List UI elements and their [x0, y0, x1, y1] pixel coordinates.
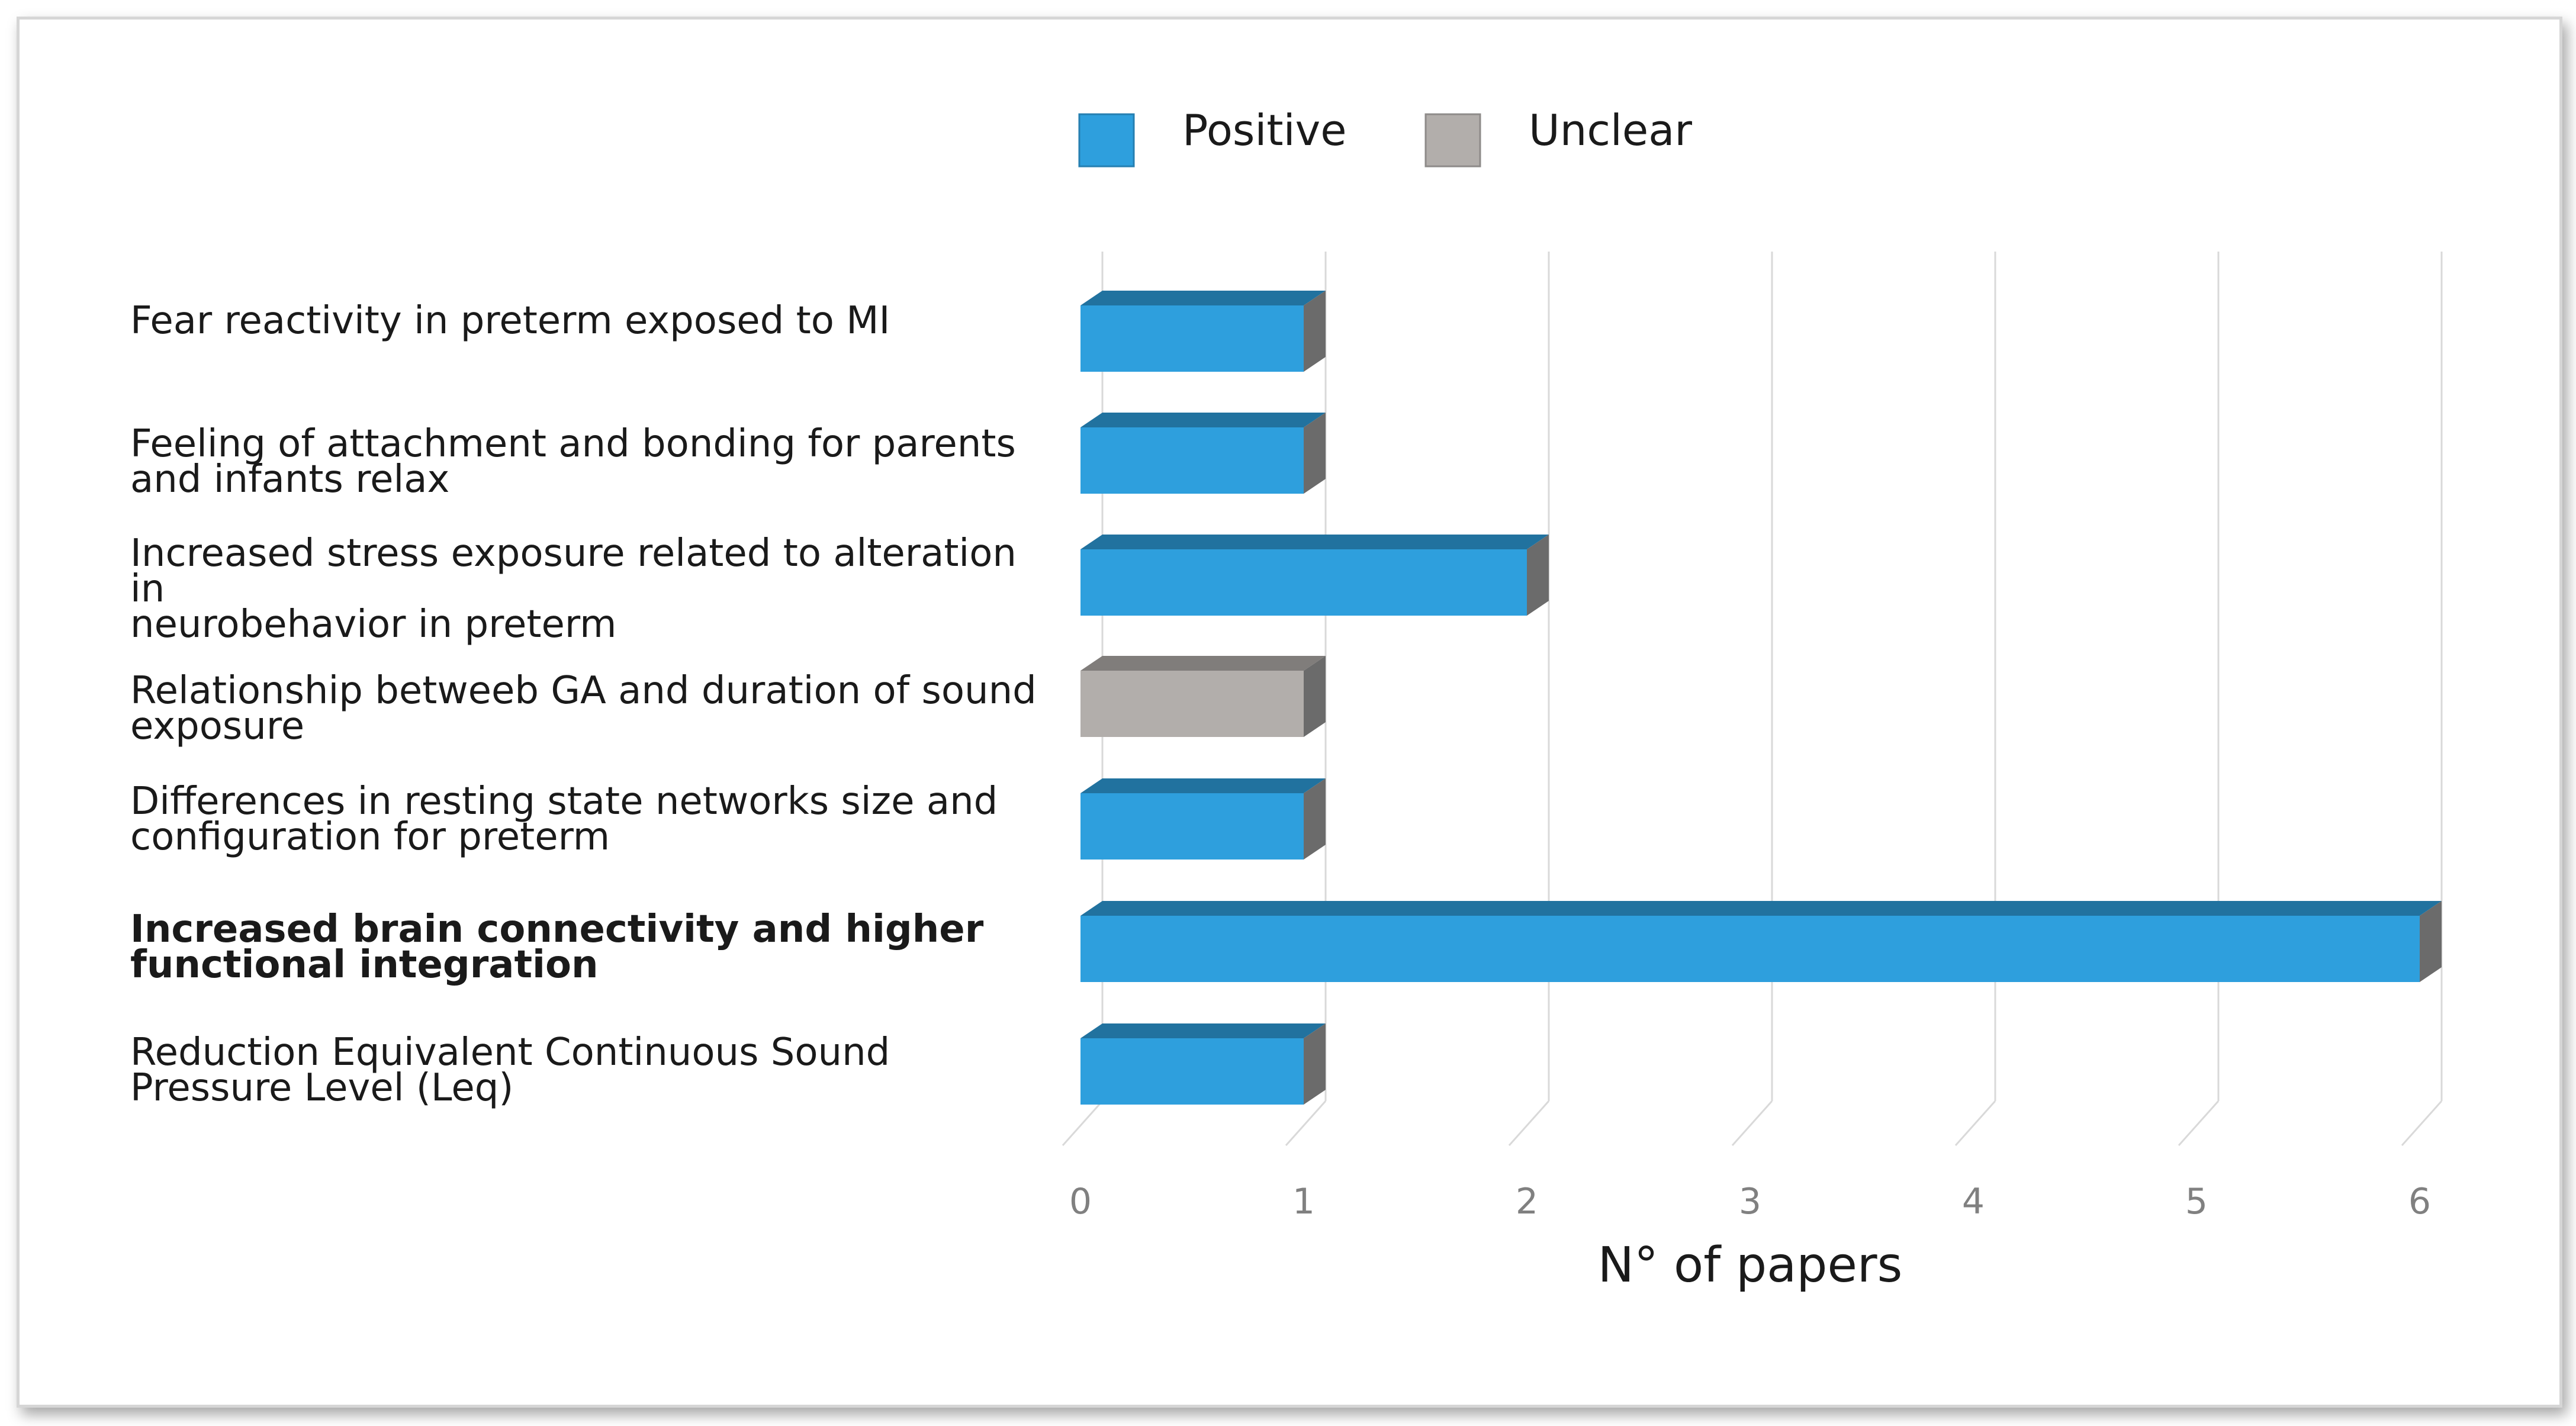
bar-front-face — [1080, 305, 1304, 372]
bar-front-face — [1080, 549, 1527, 616]
bar-top-face — [1080, 413, 1326, 427]
floor-line-0 — [1062, 1100, 1104, 1146]
bar — [1080, 901, 2442, 982]
floor-line-4 — [1954, 1100, 1996, 1146]
category-label: Feeling of attachment and bonding for pa… — [130, 422, 1016, 501]
bar-side-face — [1304, 1023, 1326, 1105]
x-tick-label: 1 — [1292, 1181, 1315, 1222]
floor-line-1 — [1285, 1100, 1327, 1146]
x-tick-label: 3 — [1739, 1181, 1761, 1222]
bar-top-face — [1080, 778, 1326, 793]
category-label: Differences in resting state networks si… — [130, 780, 998, 859]
floor-line-5 — [2178, 1100, 2220, 1146]
x-tick-label: 4 — [1962, 1181, 1985, 1222]
legend-label: Positive — [1182, 105, 1347, 155]
bar-front-face — [1080, 916, 2420, 982]
x-tick-label: 2 — [1516, 1181, 1538, 1222]
category-label: Relationship betweeb GA and duration of … — [130, 669, 1037, 748]
category-label: Reduction Equivalent Continuous Sound Pr… — [130, 1031, 890, 1110]
x-axis-title: N° of papers — [1598, 1237, 1903, 1293]
category-label: Increased stress exposure related to alt… — [130, 532, 1017, 646]
bar — [1080, 778, 1326, 860]
bar-front-face — [1080, 1038, 1304, 1105]
x-tick-label: 5 — [2185, 1181, 2208, 1222]
category-label: Fear reactivity in preterm exposed to MI — [130, 299, 890, 343]
legend-swatch — [1078, 113, 1135, 168]
legend-item-positive: Positive — [1078, 105, 1347, 168]
bar — [1080, 535, 1549, 616]
bar-top-face — [1080, 535, 1549, 549]
bar-top-face — [1080, 1023, 1326, 1038]
legend-swatch — [1424, 113, 1481, 168]
bar-side-face — [1304, 291, 1326, 372]
floor-line-6 — [2401, 1100, 2443, 1146]
bar-front-face — [1080, 793, 1304, 860]
bar — [1080, 656, 1326, 737]
floor-line-2 — [1508, 1100, 1550, 1146]
legend-item-unclear: Unclear — [1424, 105, 1692, 168]
bar-side-face — [1527, 535, 1549, 616]
category-label: Increased brain connectivity and higher … — [130, 907, 984, 987]
x-tick-label: 0 — [1069, 1181, 1092, 1222]
x-tick-label: 6 — [2408, 1181, 2431, 1222]
bar — [1080, 413, 1326, 494]
bar-top-face — [1080, 901, 2442, 916]
bar-front-face — [1080, 427, 1304, 494]
bar-side-face — [1304, 656, 1326, 737]
bar-side-face — [1304, 778, 1326, 860]
bar-side-face — [1304, 413, 1326, 494]
bar-front-face — [1080, 671, 1304, 737]
bar — [1080, 291, 1326, 372]
floor-line-3 — [1731, 1100, 1773, 1146]
bar-top-face — [1080, 291, 1326, 305]
legend-label: Unclear — [1529, 105, 1692, 155]
bar — [1080, 1023, 1326, 1105]
bar-top-face — [1080, 656, 1326, 671]
bar-side-face — [2420, 901, 2442, 982]
